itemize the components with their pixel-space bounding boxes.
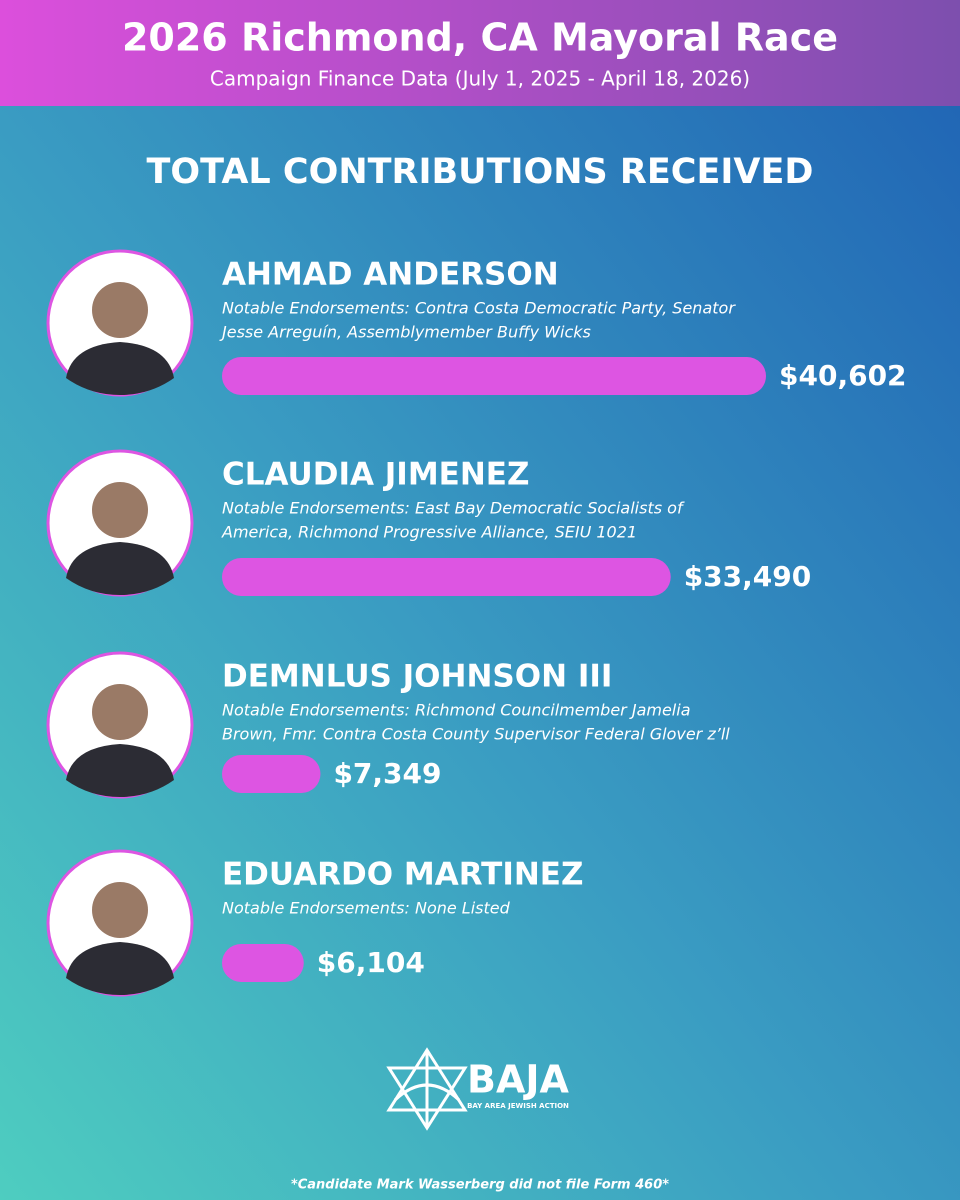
photo-shoulders xyxy=(66,744,174,797)
photo-shoulders xyxy=(66,942,174,995)
logo-tagline: BAY AREA JEWISH ACTION xyxy=(467,1102,569,1110)
value-label: $6,104 xyxy=(317,946,425,979)
value-label: $33,490 xyxy=(684,560,812,593)
endorsement-line: Brown, Fmr. Contra Costa County Supervis… xyxy=(222,725,730,744)
logo-text: BAJA xyxy=(467,1058,570,1102)
bar xyxy=(222,357,766,395)
candidate-name: AHMAD ANDERSON xyxy=(222,257,559,293)
endorsement-line: Notable Endorsements: None Listed xyxy=(222,899,511,918)
header xyxy=(0,0,960,106)
candidate-name: CLAUDIA JIMENEZ xyxy=(222,457,529,493)
logo-icon xyxy=(386,1047,468,1131)
candidate-photo xyxy=(46,449,194,597)
value-label: $7,349 xyxy=(333,757,441,790)
endorsement-line: Notable Endorsements: Richmond Councilme… xyxy=(222,701,691,720)
photo-shoulders xyxy=(66,342,174,395)
endorsement-line: Notable Endorsements: Contra Costa Democ… xyxy=(222,299,736,318)
candidate-photo xyxy=(46,249,194,397)
photo-head xyxy=(92,882,148,938)
candidate-name: DEMNLUS JOHNSON III xyxy=(222,659,612,695)
heading: TOTAL CONTRIBUTIONS RECEIVED xyxy=(147,152,814,192)
bar xyxy=(222,755,321,793)
candidate-name: EDUARDO MARTINEZ xyxy=(222,857,583,893)
candidate-photo xyxy=(46,651,194,799)
candidate-photo xyxy=(46,849,194,997)
title: 2026 Richmond, CA Mayoral Race xyxy=(122,16,838,60)
photo-head xyxy=(92,282,148,338)
bar xyxy=(222,944,304,982)
endorsement-line: Notable Endorsements: East Bay Democrati… xyxy=(222,499,685,518)
value-label: $40,602 xyxy=(779,359,907,392)
photo-shoulders xyxy=(66,542,174,595)
bar xyxy=(222,558,671,596)
photo-head xyxy=(92,684,148,740)
endorsement-line: America, Richmond Progressive Alliance, … xyxy=(221,523,637,542)
footnote: *Candidate Mark Wasserberg did not file … xyxy=(291,1178,669,1193)
photo-head xyxy=(92,482,148,538)
endorsement-line: Jesse Arreguín, Assemblymember Buffy Wic… xyxy=(219,323,591,342)
subtitle: Campaign Finance Data (July 1, 2025 - Ap… xyxy=(210,67,750,91)
